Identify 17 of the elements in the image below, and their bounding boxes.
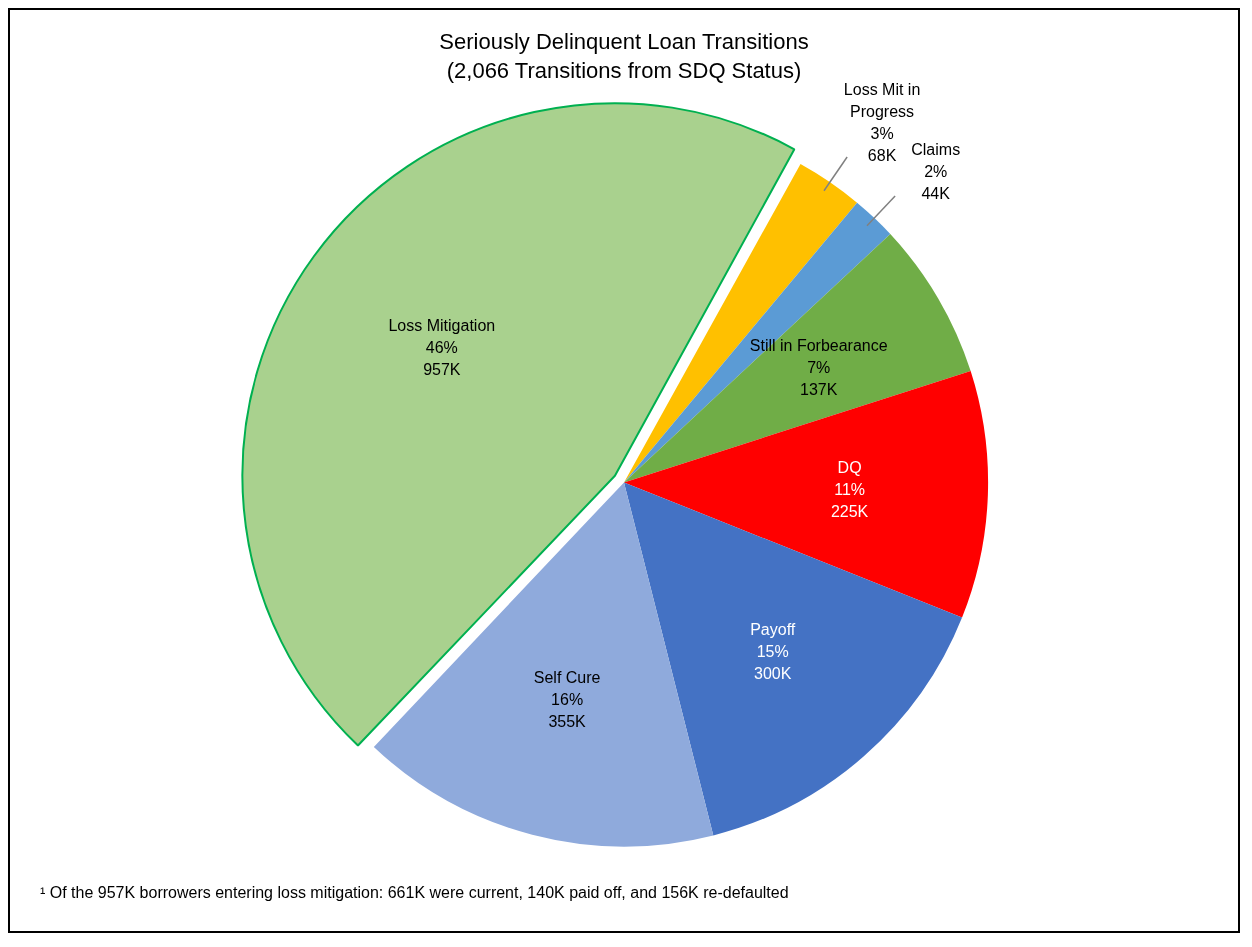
- slice-label: Claims: [911, 141, 961, 159]
- data-label: 11% 225K: [830, 480, 869, 520]
- slice-label: Self Cure: [533, 669, 601, 687]
- data-label: 46% 957K: [423, 339, 461, 379]
- slice-label: Loss Mitigation: [388, 317, 496, 335]
- data-label: 2% 44K: [921, 163, 951, 203]
- data-label: 15% 300K: [754, 642, 792, 682]
- slice-label: Payoff: [750, 620, 796, 638]
- text: ¹ Of the 957K borrowers entering loss mitigation: 661K were current, 140K paid off, and 156K re-defaulted: [40, 884, 790, 902]
- slice-label: DQ: [837, 458, 862, 476]
- data-label: 7% 137K: [800, 358, 838, 398]
- slice-label: Loss Mit in Progress: [843, 80, 921, 120]
- data-label: 3% 68K: [867, 124, 897, 164]
- chart-title: Seriously Delinquent Loan Transitions: [439, 29, 809, 55]
- slice-label: Still in Forbearance: [749, 336, 888, 354]
- chart-subtitle: (2,066 Transitions from SDQ Status): [446, 57, 802, 83]
- data-label: 16% 355K: [548, 691, 587, 731]
